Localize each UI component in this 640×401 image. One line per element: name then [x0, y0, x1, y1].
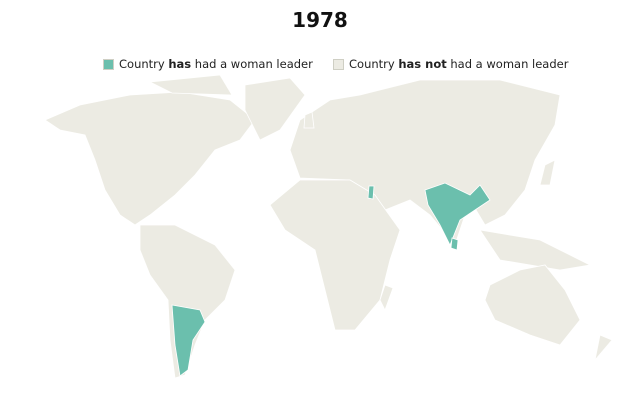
- legend-swatch: [103, 58, 114, 70]
- legend-text: Country: [119, 57, 169, 71]
- legend-text: has not: [398, 57, 447, 71]
- greenland: [244, 77, 306, 141]
- legend-text: had a woman leader: [446, 57, 569, 71]
- legend-item: Country has had a woman leader: [103, 57, 313, 71]
- uk: [303, 111, 315, 129]
- argentina: [171, 304, 206, 377]
- africa: [269, 179, 401, 331]
- map-title: 1978: [292, 8, 348, 32]
- legend-item: Country has not had a woman leader: [333, 57, 568, 71]
- madagascar: [379, 284, 394, 312]
- legend-text: had a woman leader: [191, 57, 313, 71]
- southeast-asia-islands: [479, 229, 592, 271]
- legend-swatch: [333, 58, 344, 70]
- leader-countries: [171, 182, 491, 377]
- arctic-islands: [148, 74, 233, 96]
- legend-text: Country: [349, 57, 399, 71]
- new-zealand: [594, 334, 613, 362]
- north-america: [44, 91, 256, 226]
- india: [424, 182, 491, 246]
- japan: [539, 159, 556, 186]
- no-leader-countries: [44, 74, 613, 379]
- australia: [484, 264, 581, 346]
- israel: [367, 185, 375, 200]
- sri-lanka: [450, 237, 459, 251]
- legend-text: has: [168, 57, 192, 71]
